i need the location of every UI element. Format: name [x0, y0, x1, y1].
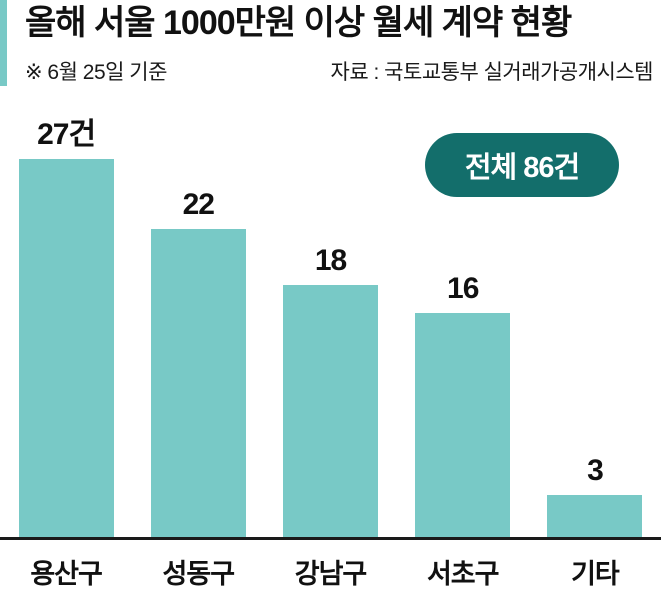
bar-column: 22	[132, 189, 264, 537]
bar	[150, 229, 246, 537]
bar	[18, 159, 114, 537]
bar-value-label: 22	[182, 188, 215, 221]
category-label: 용산구	[30, 559, 103, 589]
bar-chart: 27건 22 18 16 3	[0, 100, 661, 537]
bar-value-label: 18	[314, 244, 347, 277]
category-labels-row: 용산구 성동구 강남구 서초구 기타	[0, 548, 661, 591]
category-label: 강남구	[294, 559, 368, 589]
bar-value-label: 16	[447, 272, 479, 305]
data-source: 자료 : 국토교통부 실거래가공개시스템	[330, 61, 654, 84]
x-axis-line	[0, 537, 661, 540]
bar-value-label: 27건	[37, 118, 96, 151]
bar	[283, 285, 378, 537]
bar	[547, 495, 643, 537]
total-badge: 전체 86건	[425, 133, 619, 197]
bar-column: 3	[529, 455, 661, 537]
bar-column: 27건	[0, 119, 132, 537]
chart-title: 올해 서울 1000만원 이상 월세 계약 현황	[25, 4, 572, 42]
bar-value-label: 3	[587, 454, 604, 487]
title-accent-bar	[0, 0, 7, 86]
date-note: ※ 6월 25일 기준	[25, 61, 167, 84]
category-label: 성동구	[162, 559, 236, 589]
bar	[415, 313, 511, 537]
bar-column: 18	[264, 245, 396, 537]
bar-column: 16	[397, 273, 529, 537]
category-label: 기타	[571, 559, 620, 589]
total-badge-label: 전체 86건	[464, 152, 580, 184]
category-label: 서초구	[426, 559, 500, 589]
